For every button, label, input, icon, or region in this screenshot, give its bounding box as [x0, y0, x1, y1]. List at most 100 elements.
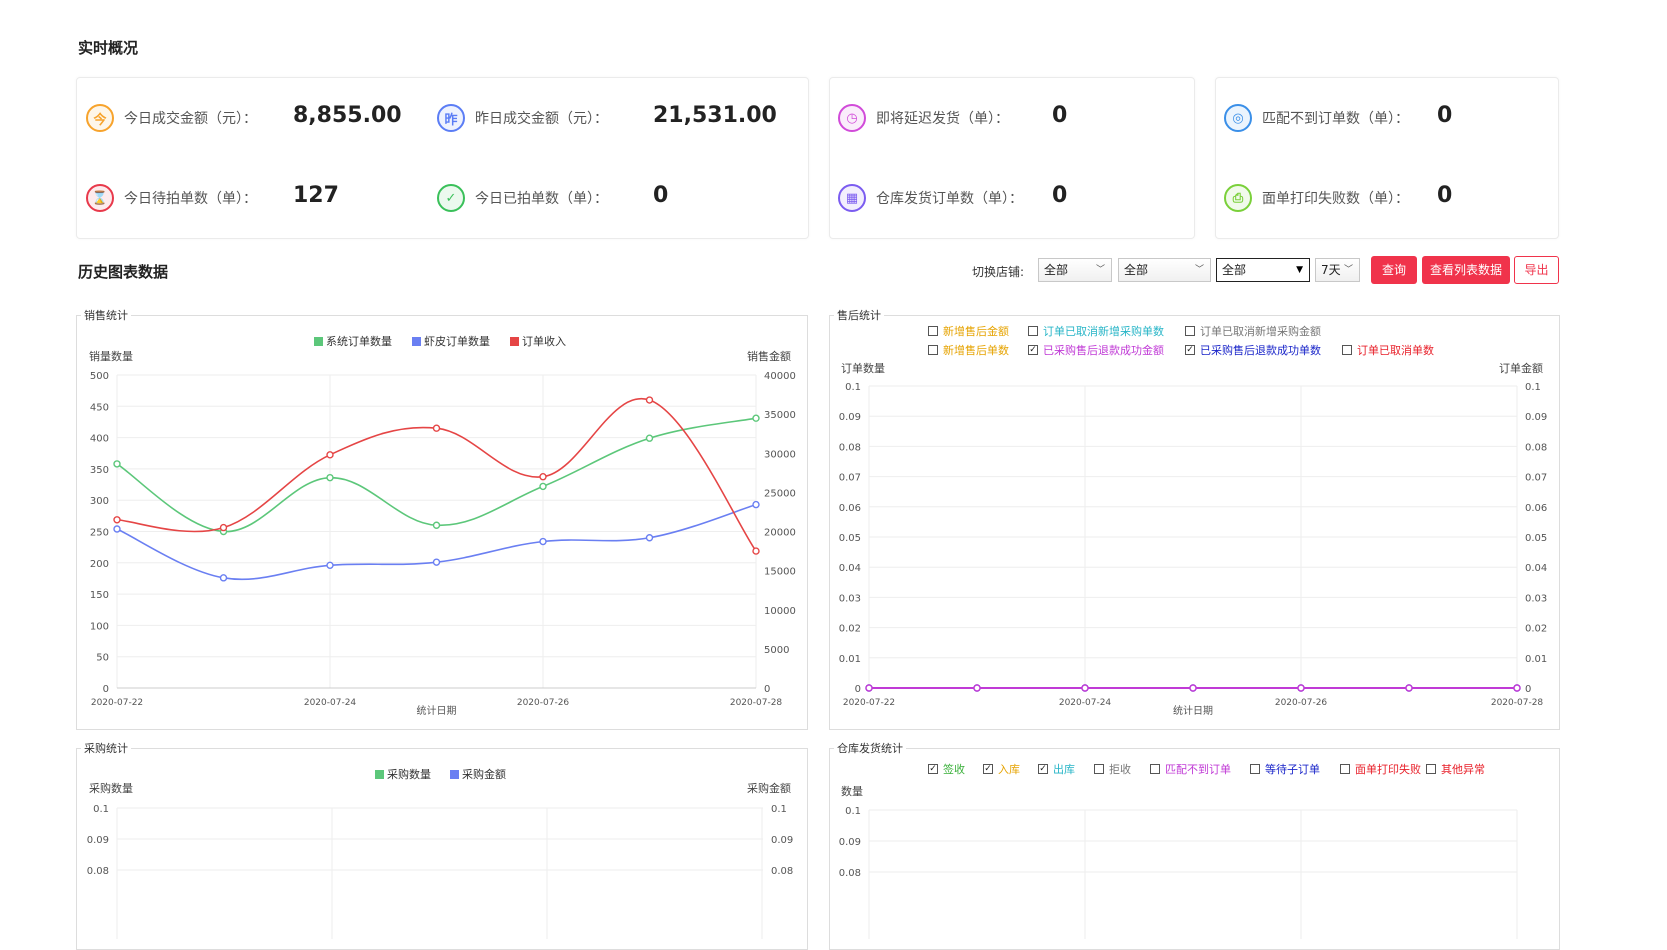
checkbox-label: 新增售后单数 — [943, 344, 1009, 357]
legend-checkbox[interactable]: 匹配不到订单 — [1150, 761, 1231, 777]
query-button[interactable]: 查询 — [1371, 256, 1417, 284]
sales-panel: 销售统计 — [76, 307, 808, 730]
legend-label: 虾皮订单数量 — [424, 335, 490, 348]
legend-checkbox[interactable]: 面单打印失败 — [1340, 761, 1421, 777]
legend-item-purchase-amount[interactable]: 采购金额 — [450, 766, 506, 782]
history-title: 历史图表数据 — [78, 263, 169, 281]
account-select-value: 全部 — [1222, 263, 1247, 277]
stat-value: 127 — [293, 183, 339, 208]
checkbox-checked-icon[interactable]: ✓ — [1185, 345, 1195, 355]
checkbox-empty-icon[interactable] — [1094, 764, 1104, 774]
view-list-button[interactable]: 查看列表数据 — [1422, 256, 1510, 284]
shop-switch-label: 切换店铺: — [972, 265, 1025, 279]
checkbox-empty-icon[interactable] — [1426, 764, 1436, 774]
checkbox-label: 签收 — [943, 763, 965, 776]
legend-checkbox[interactable]: ✓ 出库 — [1038, 761, 1075, 777]
legend-item-shopee-orders[interactable]: 虾皮订单数量 — [412, 333, 490, 349]
legend-label: 采购金额 — [462, 768, 506, 781]
legend-swatch — [375, 769, 384, 779]
checkbox-label: 已采购售后退款成功单数 — [1200, 344, 1321, 357]
legend-checkbox[interactable]: 订单已取消单数 — [1342, 342, 1434, 358]
account-select[interactable]: 全部 ▼ — [1216, 258, 1310, 282]
purchase-panel-title: 采购统计 — [81, 740, 131, 756]
checkbox-label: 入库 — [998, 763, 1020, 776]
stats-card-exceptions — [1215, 77, 1559, 239]
stat-delay-ship: ◷ 即将延迟发货（单）： — [838, 104, 1009, 132]
caret-down-icon: ▼ — [1296, 265, 1303, 275]
clock-icon: ◷ — [838, 104, 866, 132]
legend-checkbox[interactable]: 新增售后单数 — [928, 342, 1009, 358]
purchase-left-axis-label: 采购数量 — [89, 782, 133, 795]
shop-select-value: 全部 — [1044, 263, 1069, 277]
stat-label: 仓库发货订单数（单）： — [876, 191, 1023, 207]
shop-select[interactable]: 全部 ﹀ — [1038, 258, 1112, 282]
checkbox-empty-icon[interactable] — [928, 345, 938, 355]
export-button[interactable]: 导出 — [1514, 256, 1559, 284]
checkbox-checked-icon[interactable]: ✓ — [1038, 764, 1048, 774]
aftersale-left-axis-label: 订单数量 — [841, 362, 885, 375]
warehouse-panel: 仓库发货统计 — [829, 740, 1560, 950]
legend-checkbox[interactable]: 拒收 — [1094, 761, 1131, 777]
checkbox-empty-icon[interactable] — [1150, 764, 1160, 774]
stat-unmatched-orders: ◎ 匹配不到订单数（单）： — [1224, 104, 1409, 132]
checkbox-label: 面单打印失败 — [1355, 763, 1421, 776]
aftersale-panel: 售后统计 — [829, 307, 1560, 730]
chevron-down-icon: ﹀ — [1343, 265, 1353, 275]
checkbox-checked-icon[interactable]: ✓ — [983, 764, 993, 774]
stat-label: 面单打印失败数（单）： — [1262, 191, 1409, 207]
checkbox-empty-icon[interactable] — [1250, 764, 1260, 774]
checkbox-label: 订单已取消单数 — [1357, 344, 1434, 357]
checkbox-label: 其他异常 — [1441, 763, 1485, 776]
checkbox-empty-icon[interactable] — [928, 326, 938, 336]
checkbox-checked-icon[interactable]: ✓ — [1028, 345, 1038, 355]
check-icon: ✓ — [437, 184, 465, 212]
stat-value: 21,531.00 — [653, 103, 777, 128]
warehouse-icon: ▦ — [838, 184, 866, 212]
legend-checkbox[interactable]: 订单已取消新增采购单数 — [1028, 323, 1164, 339]
legend-item-system-orders[interactable]: 系统订单数量 — [314, 333, 392, 349]
checkbox-empty-icon[interactable] — [1342, 345, 1352, 355]
checkbox-label: 出库 — [1053, 763, 1075, 776]
chevron-down-icon: ﹀ — [1095, 265, 1105, 275]
legend-checkbox[interactable]: 新增售后金额 — [928, 323, 1009, 339]
checkbox-empty-icon[interactable] — [1340, 764, 1350, 774]
legend-swatch — [510, 336, 519, 346]
stat-today-pending: ⌛ 今日待拍单数（单）： — [86, 184, 257, 212]
legend-checkbox[interactable]: ✓ 已采购售后退款成功单数 — [1185, 342, 1321, 358]
stat-label: 昨日成交金额（元）： — [475, 111, 608, 127]
legend-item-order-income[interactable]: 订单收入 — [510, 333, 566, 349]
warehouse-left-axis-label: 数量 — [841, 785, 863, 798]
stat-label: 即将延迟发货（单）： — [876, 111, 1009, 127]
legend-swatch — [450, 769, 459, 779]
legend-swatch — [314, 336, 323, 346]
stat-label: 今日已拍单数（单）： — [475, 191, 608, 207]
warehouse-panel-title: 仓库发货统计 — [834, 740, 906, 756]
legend-item-purchase-qty[interactable]: 采购数量 — [375, 766, 431, 782]
legend-label: 采购数量 — [387, 768, 431, 781]
aftersale-panel-title: 售后统计 — [834, 307, 884, 323]
stat-value-wrap: 8,855.00 — [293, 103, 402, 128]
stat-value: 0 — [1437, 183, 1453, 208]
checkbox-empty-icon[interactable] — [1185, 326, 1195, 336]
legend-checkbox[interactable]: ✓ 签收 — [928, 761, 965, 777]
checkbox-empty-icon[interactable] — [1028, 326, 1038, 336]
purchase-right-axis-label: 采购金额 — [747, 782, 791, 795]
site-select[interactable]: 全部 ﹀ — [1118, 258, 1211, 282]
legend-checkbox[interactable]: 其他异常 — [1426, 761, 1485, 777]
today-icon: 今 — [86, 104, 114, 132]
period-select[interactable]: 7天 ﹀ — [1315, 258, 1360, 282]
sales-left-axis-label: 销量数量 — [89, 350, 133, 363]
sales-panel-title: 销售统计 — [81, 307, 131, 323]
stat-yesterday-amount: 昨昨日成交金额（元）： — [437, 104, 608, 132]
yesterday-icon: 昨 — [437, 104, 465, 132]
checkbox-label: 订单已取消新增采购金额 — [1200, 325, 1321, 338]
checkbox-label: 已采购售后退款成功金额 — [1043, 344, 1164, 357]
legend-checkbox[interactable]: 等待子订单 — [1250, 761, 1320, 777]
checkbox-label: 等待子订单 — [1265, 763, 1320, 776]
legend-checkbox[interactable]: ✓ 入库 — [983, 761, 1020, 777]
stat-warehouse-orders: ▦ 仓库发货订单数（单）： — [838, 184, 1023, 212]
legend-checkbox[interactable]: 订单已取消新增采购金额 — [1185, 323, 1321, 339]
legend-checkbox[interactable]: ✓ 已采购售后退款成功金额 — [1028, 342, 1164, 358]
checkbox-checked-icon[interactable]: ✓ — [928, 764, 938, 774]
aftersale-right-axis-label: 订单金额 — [1499, 362, 1543, 375]
